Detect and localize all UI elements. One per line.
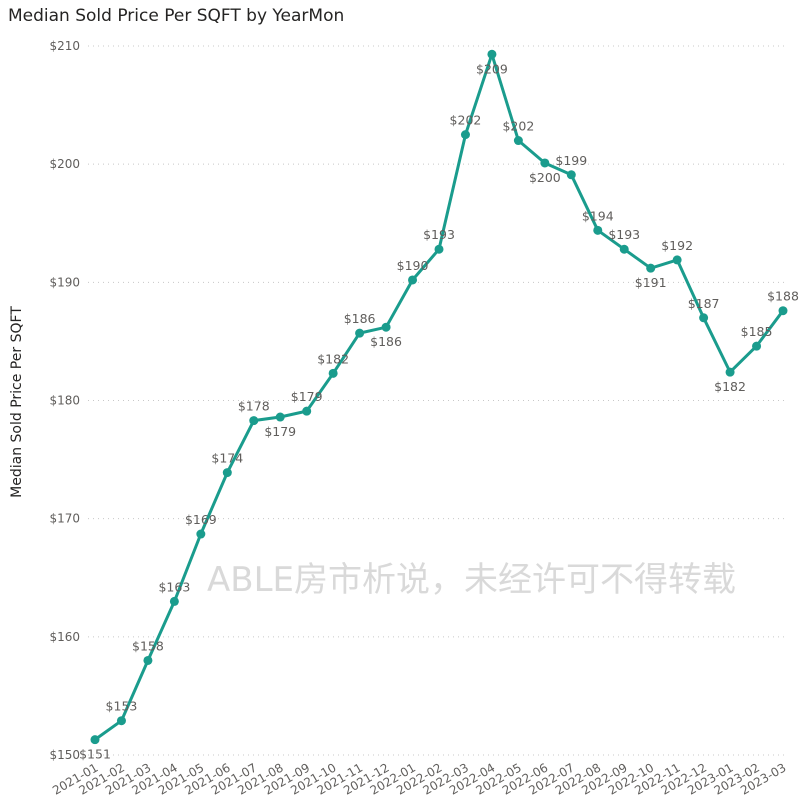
y-tick-label: $190 xyxy=(49,275,80,289)
data-point xyxy=(752,341,762,351)
data-point xyxy=(381,322,391,332)
data-label: $202 xyxy=(502,119,534,134)
data-point xyxy=(196,529,206,539)
data-point xyxy=(116,716,126,726)
data-point xyxy=(355,328,365,338)
y-tick-label: $210 xyxy=(49,39,80,53)
data-label: $153 xyxy=(106,699,138,714)
y-tick-label: $170 xyxy=(49,512,80,526)
data-label: $187 xyxy=(688,296,720,311)
data-label: $179 xyxy=(264,424,296,439)
data-label: $186 xyxy=(370,334,402,349)
data-label: $209 xyxy=(476,61,508,76)
data-point xyxy=(222,468,232,478)
data-label: $163 xyxy=(158,579,190,594)
data-point xyxy=(90,735,100,745)
data-point xyxy=(646,263,656,273)
data-point xyxy=(593,225,603,235)
data-point xyxy=(566,170,576,180)
data-label: $190 xyxy=(397,258,429,273)
data-point xyxy=(699,313,709,323)
data-point xyxy=(328,368,338,378)
y-tick-label: $160 xyxy=(49,630,80,644)
data-label: $182 xyxy=(714,379,746,394)
watermark: ABLE房市析说，未经许可不得转载 xyxy=(207,560,737,600)
data-point xyxy=(460,130,470,140)
data-label: $158 xyxy=(132,638,164,653)
data-label: $151 xyxy=(79,747,111,762)
data-label: $179 xyxy=(291,389,323,404)
data-label: $199 xyxy=(555,153,587,168)
data-point xyxy=(434,244,444,254)
data-label: $188 xyxy=(767,289,799,304)
data-label: $193 xyxy=(423,227,455,242)
data-label: $200 xyxy=(529,170,561,185)
data-label: $202 xyxy=(450,113,482,128)
data-label: $191 xyxy=(635,275,667,290)
data-point xyxy=(275,412,285,422)
data-label: $193 xyxy=(608,227,640,242)
y-tick-label: $180 xyxy=(49,394,80,408)
data-point xyxy=(169,596,179,606)
data-point xyxy=(408,275,418,285)
data-point xyxy=(540,158,550,168)
data-label: $169 xyxy=(185,512,217,527)
data-point xyxy=(619,244,629,254)
y-tick-label: $200 xyxy=(49,157,80,171)
data-point xyxy=(778,306,788,316)
data-label: $182 xyxy=(317,351,349,366)
data-label: $192 xyxy=(661,238,693,253)
data-point xyxy=(249,416,259,426)
data-label: $178 xyxy=(238,399,270,414)
data-point xyxy=(302,406,312,416)
data-point xyxy=(487,49,497,59)
data-label: $194 xyxy=(582,208,614,223)
data-label: $186 xyxy=(344,311,376,326)
data-point xyxy=(143,655,153,665)
data-point xyxy=(672,255,682,265)
data-point xyxy=(513,136,523,146)
data-label: $174 xyxy=(211,451,243,466)
chart-title: Median Sold Price Per SQFT by YearMon xyxy=(8,6,345,26)
data-point xyxy=(725,367,735,377)
data-label: $185 xyxy=(741,324,773,339)
y-tick-label: $150 xyxy=(49,748,80,762)
